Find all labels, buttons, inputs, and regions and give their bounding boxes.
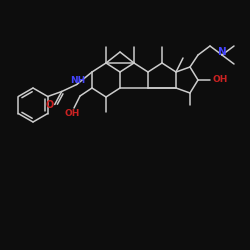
Text: OH: OH bbox=[64, 108, 80, 118]
Text: OH: OH bbox=[212, 76, 228, 84]
Text: N: N bbox=[218, 47, 226, 57]
Text: NH: NH bbox=[70, 76, 85, 85]
Text: O: O bbox=[46, 100, 54, 110]
